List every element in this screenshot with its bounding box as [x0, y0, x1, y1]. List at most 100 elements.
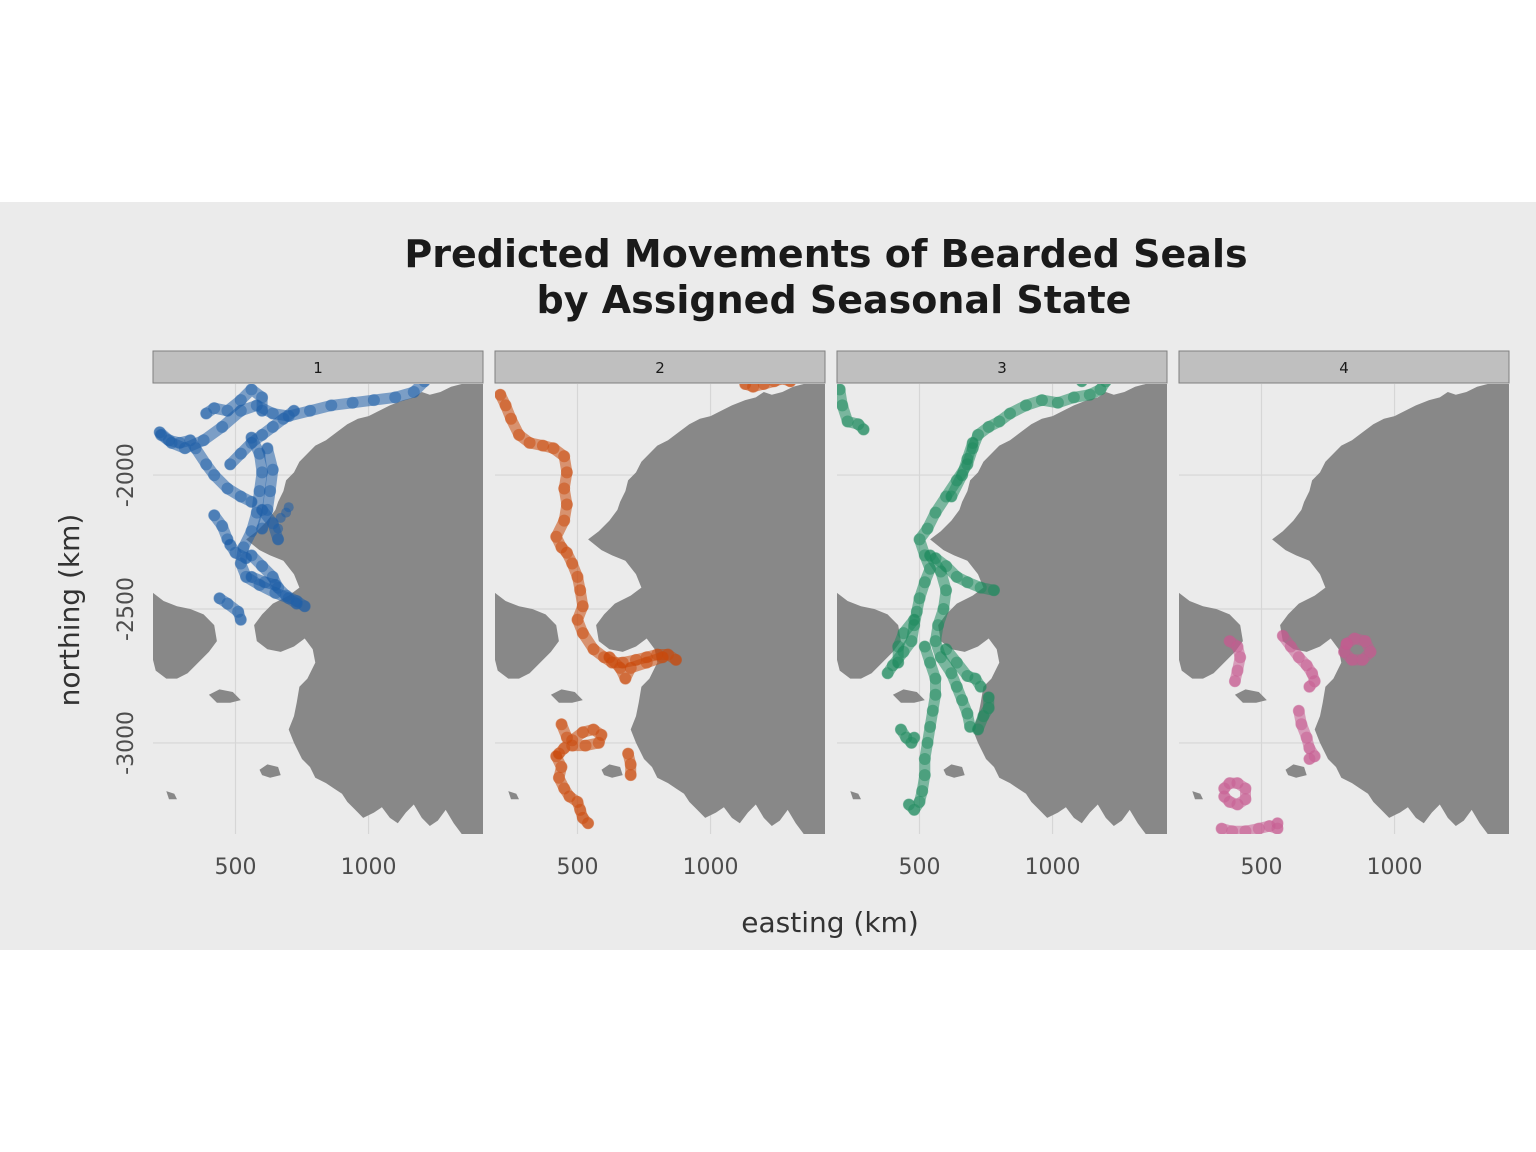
x-tick-label: 1000 — [1025, 855, 1081, 880]
location-point — [571, 613, 584, 626]
location-point — [614, 661, 627, 674]
location-point — [346, 396, 359, 409]
location-point — [221, 482, 234, 495]
location-point — [256, 428, 269, 441]
location-point — [921, 736, 934, 749]
location-point — [571, 570, 584, 583]
location-point — [277, 412, 290, 425]
landmass-shape — [1272, 384, 1509, 834]
location-point — [173, 436, 186, 449]
location-point — [929, 635, 942, 648]
location-point — [587, 643, 600, 656]
location-point — [1231, 664, 1244, 677]
location-point — [908, 613, 921, 626]
location-point — [253, 485, 266, 498]
location-point — [216, 520, 229, 532]
location-point — [499, 399, 512, 412]
x-axis-title: easting (km) — [741, 906, 919, 939]
island-shape — [166, 791, 177, 800]
location-point — [256, 404, 269, 417]
y-tick-label: -2500 — [114, 577, 139, 641]
location-point — [1020, 399, 1032, 412]
location-point — [258, 576, 271, 589]
island-shape — [1192, 791, 1203, 800]
location-point — [234, 447, 247, 460]
facet-panel-2: 2 500 1000 — [494, 350, 826, 880]
location-point — [656, 651, 669, 664]
location-point — [934, 565, 947, 578]
location-point — [266, 407, 279, 420]
location-point — [913, 592, 926, 605]
location-point — [918, 576, 931, 589]
landmass-shape — [246, 384, 483, 834]
location-point — [224, 458, 237, 471]
landmass-shape — [837, 592, 901, 679]
location-point — [245, 384, 258, 396]
location-point — [622, 747, 635, 760]
seal-track — [945, 437, 979, 502]
location-point — [266, 463, 279, 476]
location-point — [1295, 718, 1308, 731]
location-point — [1083, 388, 1096, 401]
landmass-shape — [495, 592, 559, 679]
location-point — [221, 404, 234, 417]
location-point — [924, 656, 937, 669]
island-shape — [1020, 756, 1040, 767]
location-point — [932, 619, 945, 632]
location-point — [974, 680, 987, 693]
facet-strip-label: 3 — [997, 359, 1007, 377]
location-point — [1292, 704, 1305, 717]
location-point — [505, 412, 517, 425]
location-point — [1276, 629, 1289, 642]
location-point — [1231, 640, 1244, 653]
location-point — [407, 386, 420, 398]
location-point — [881, 667, 894, 680]
location-point — [234, 394, 247, 407]
location-point — [624, 769, 637, 782]
facet-strip-label: 2 — [655, 359, 665, 377]
location-point — [288, 404, 300, 417]
facet-strip-label: 4 — [1339, 359, 1349, 377]
location-point — [264, 485, 277, 498]
location-point — [367, 394, 380, 407]
x-tick-label: 1000 — [341, 855, 397, 880]
island-shape — [943, 764, 965, 778]
location-point — [273, 523, 284, 534]
location-point — [1228, 675, 1241, 688]
location-point — [245, 431, 258, 444]
location-point — [576, 726, 589, 739]
location-point — [256, 391, 269, 404]
location-point — [298, 600, 311, 613]
location-point — [1226, 825, 1239, 834]
location-point — [670, 653, 682, 666]
location-point — [1035, 394, 1048, 407]
facet-strip-2 — [494, 350, 826, 384]
location-point — [974, 581, 987, 594]
location-point — [555, 718, 568, 731]
facet-strip-3 — [836, 350, 1168, 384]
location-point — [918, 640, 931, 653]
location-point — [624, 758, 637, 771]
location-point — [221, 597, 234, 610]
location-point — [536, 439, 549, 452]
island-shape — [678, 756, 698, 767]
location-point — [558, 482, 571, 495]
location-point — [892, 640, 905, 653]
location-point — [245, 570, 258, 583]
location-point — [1303, 680, 1316, 693]
chart-figure: Predicted Movements of Bearded Seals by … — [0, 202, 1536, 950]
location-point — [950, 680, 963, 693]
island-shape — [892, 689, 925, 703]
location-point — [560, 546, 573, 559]
location-point — [256, 522, 269, 535]
location-point — [216, 420, 229, 433]
location-point — [256, 560, 269, 573]
facet-strip-4 — [1178, 350, 1510, 384]
location-point — [757, 384, 770, 390]
location-point — [982, 691, 995, 704]
location-point — [918, 769, 931, 782]
location-point — [945, 490, 958, 503]
location-point — [950, 656, 963, 669]
location-point — [234, 490, 247, 503]
location-point — [640, 656, 653, 669]
